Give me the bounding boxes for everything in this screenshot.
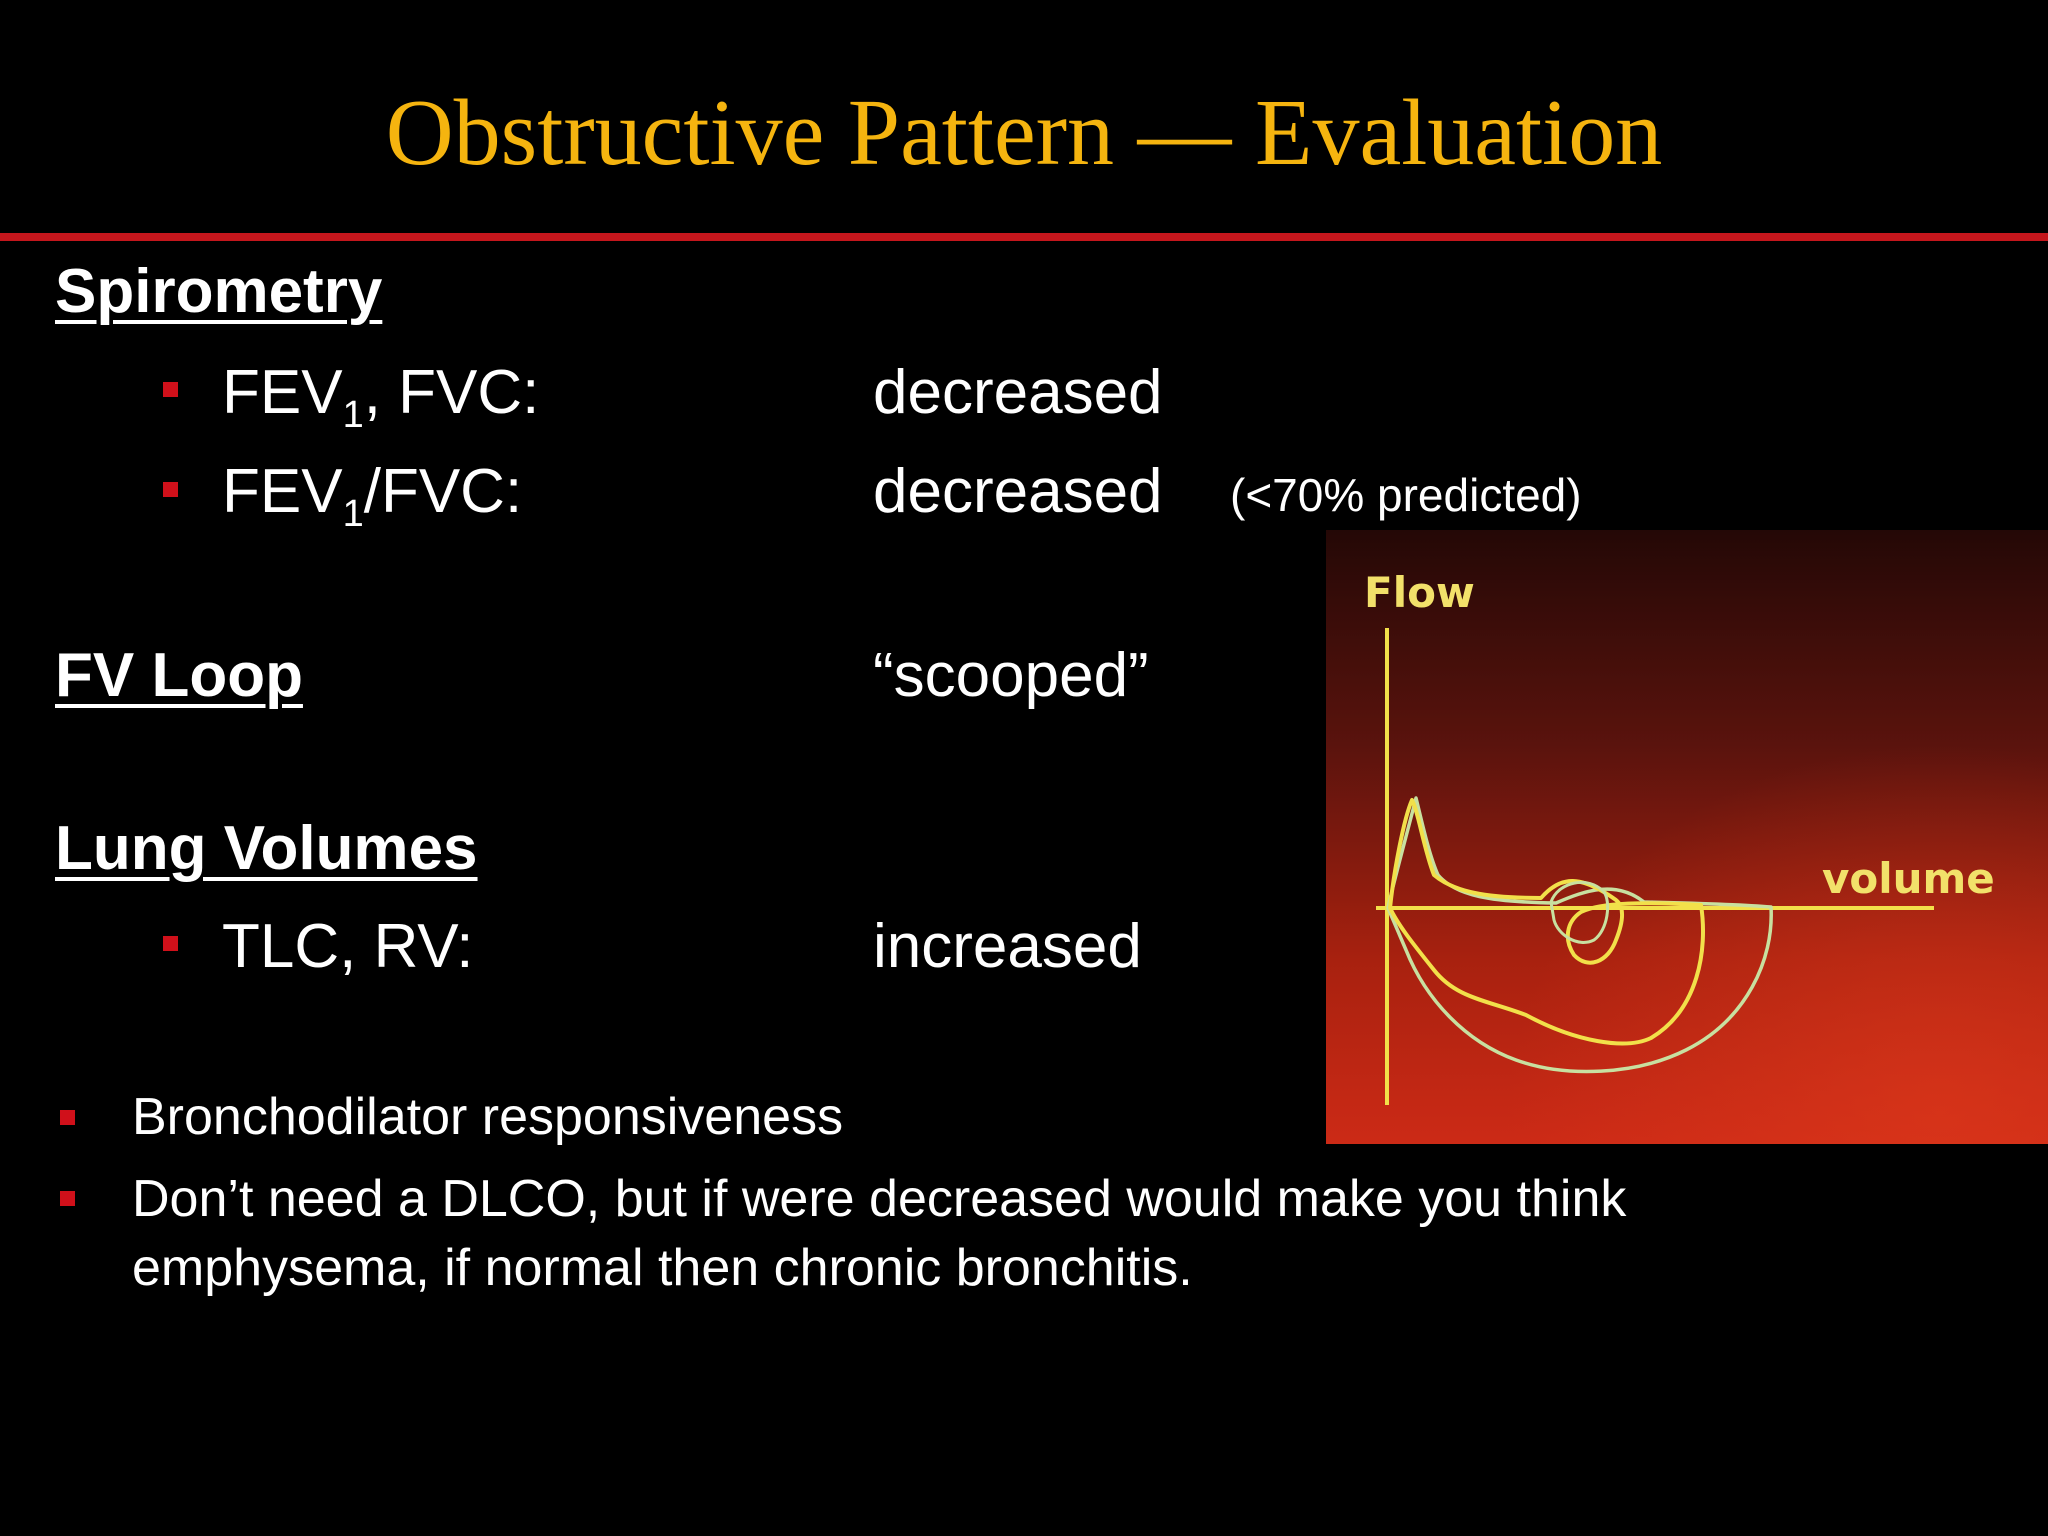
bullet-icon — [60, 1110, 75, 1125]
fev-text: FEV — [222, 358, 343, 427]
ratio-text: /FVC: — [363, 457, 523, 526]
fev1-ratio-label: FEV1/FVC: — [222, 456, 523, 533]
subscript-one: 1 — [342, 394, 364, 436]
bullet-icon — [163, 382, 178, 397]
title-divider — [0, 233, 2048, 241]
fv-loop-value: “scooped” — [873, 641, 1149, 710]
flow-volume-figure: Flow volume — [1326, 530, 2048, 1144]
dlco-text-line1: Don’t need a DLCO, but if were decreased… — [132, 1170, 1627, 1228]
fev1-fvc-label: FEV1, FVC: — [222, 357, 540, 434]
flow-volume-graphic: Flow volume — [1326, 530, 2048, 1144]
y-axis-label: Flow — [1364, 568, 1475, 617]
bronchodilator-text: Bronchodilator responsiveness — [132, 1088, 844, 1146]
fv-loop-heading: FV Loop — [55, 641, 303, 710]
dlco-text-line2: emphysema, if normal then chronic bronch… — [132, 1239, 1193, 1297]
fev1-fvc-value: decreased — [873, 358, 1163, 427]
tidal-loop-curve — [1549, 881, 1610, 944]
tlc-rv-value: increased — [873, 912, 1142, 981]
bullet-icon — [163, 936, 178, 951]
figure-glow — [1326, 530, 2048, 1144]
obstructive-loop-curve — [1388, 798, 1705, 1046]
fev1-ratio-value: decreased — [873, 457, 1163, 526]
tlc-rv-label: TLC, RV: — [222, 912, 474, 981]
spirometry-heading: Spirometry — [55, 257, 383, 326]
fev-text: FEV — [222, 457, 343, 526]
lung-volumes-heading: Lung Volumes — [55, 814, 478, 883]
x-axis-label: volume — [1822, 854, 1995, 903]
fvc-text: , FVC: — [363, 358, 540, 427]
bullet-icon — [163, 482, 178, 497]
bullet-icon — [60, 1191, 75, 1206]
subscript-one: 1 — [342, 493, 364, 535]
fev1-ratio-note: (<70% predicted) — [1230, 469, 1582, 521]
slide-title: Obstructive Pattern — Evaluation — [385, 81, 1663, 185]
